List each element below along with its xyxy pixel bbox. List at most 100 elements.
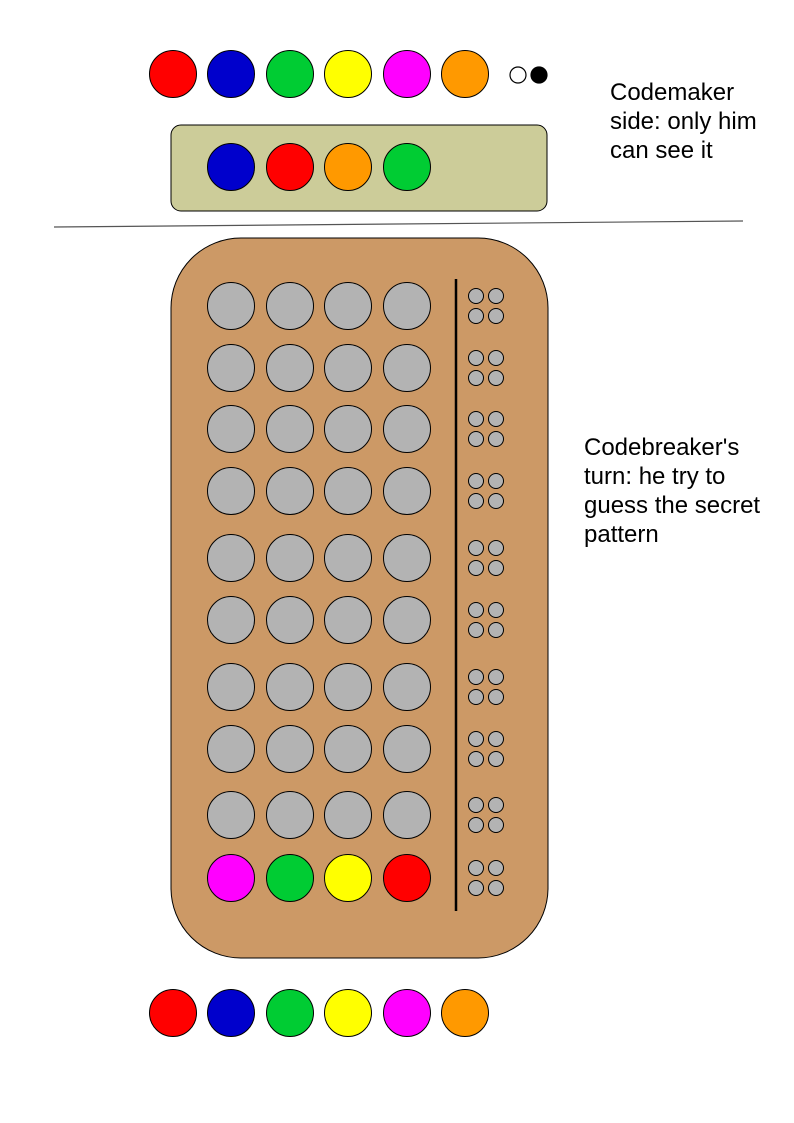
feedback-hole — [468, 669, 484, 685]
guess-row — [207, 854, 504, 902]
game-board — [170, 237, 549, 959]
palette-peg-orange — [441, 50, 489, 98]
palette-top — [149, 50, 489, 98]
palette-peg-yellow — [324, 50, 372, 98]
peg-hole — [266, 725, 314, 773]
feedback-hole — [468, 308, 484, 324]
peg-hole — [324, 282, 372, 330]
palette-peg-orange — [441, 989, 489, 1037]
feedback-hole — [488, 431, 504, 447]
guess-peg-yellow — [324, 854, 372, 902]
secret-peg-blue — [207, 143, 255, 191]
palette-peg-green — [266, 989, 314, 1037]
peg-hole — [383, 405, 431, 453]
feedback-hole — [468, 797, 484, 813]
feedback-hole — [488, 751, 504, 767]
peg-hole — [383, 282, 431, 330]
peg-hole — [324, 791, 372, 839]
feedback-hole — [488, 817, 504, 833]
board-rows — [207, 282, 504, 902]
peg-hole — [266, 791, 314, 839]
guess-peg-green — [266, 854, 314, 902]
peg-hole — [207, 405, 255, 453]
palette-peg-yellow — [324, 989, 372, 1037]
feedback-hole — [488, 473, 504, 489]
peg-hole — [266, 282, 314, 330]
guess-row — [207, 344, 504, 392]
feedback-hole — [468, 860, 484, 876]
peg-hole — [266, 663, 314, 711]
guess-peg-magenta — [207, 854, 255, 902]
feedback-hole — [488, 622, 504, 638]
guess-row — [207, 534, 504, 582]
secret-peg-orange — [324, 143, 372, 191]
feedback-hole — [488, 880, 504, 896]
peg-hole — [383, 791, 431, 839]
feedback-hole — [488, 731, 504, 747]
palette-peg-magenta — [383, 989, 431, 1037]
feedback-hole — [488, 669, 504, 685]
feedback-hole — [468, 751, 484, 767]
secret-peg-red — [266, 143, 314, 191]
palette-peg-green — [266, 50, 314, 98]
feedback-hole — [468, 602, 484, 618]
feedback-hole — [488, 797, 504, 813]
feedback-hole — [468, 880, 484, 896]
guess-row — [207, 282, 504, 330]
feedback-hole — [468, 431, 484, 447]
peg-hole — [207, 663, 255, 711]
feedback-hole — [488, 411, 504, 427]
palette-peg-blue — [207, 50, 255, 98]
feedback-hole — [468, 350, 484, 366]
feedback-hole — [488, 350, 504, 366]
peg-hole — [266, 344, 314, 392]
peg-hole — [383, 725, 431, 773]
peg-hole — [383, 344, 431, 392]
peg-hole — [266, 467, 314, 515]
feedback-hole — [468, 731, 484, 747]
key-peg-legend — [509, 66, 548, 84]
feedback-hole — [468, 493, 484, 509]
feedback-hole — [468, 817, 484, 833]
feedback-hole — [468, 370, 484, 386]
feedback-hole — [468, 622, 484, 638]
peg-hole — [324, 663, 372, 711]
peg-hole — [207, 725, 255, 773]
peg-hole — [383, 663, 431, 711]
peg-hole — [207, 534, 255, 582]
secret-peg-green — [383, 143, 431, 191]
palette-bottom — [149, 989, 489, 1037]
feedback-hole — [488, 540, 504, 556]
feedback-hole — [468, 288, 484, 304]
feedback-hole — [488, 602, 504, 618]
guess-row — [207, 405, 504, 453]
peg-hole — [324, 344, 372, 392]
palette-peg-red — [149, 989, 197, 1037]
peg-hole — [324, 596, 372, 644]
feedback-hole — [488, 860, 504, 876]
feedback-hole — [488, 308, 504, 324]
feedback-hole — [468, 560, 484, 576]
peg-hole — [383, 534, 431, 582]
peg-hole — [207, 596, 255, 644]
codemaker-label: Codemaker side: only him can see it — [610, 79, 757, 164]
peg-hole — [207, 282, 255, 330]
peg-hole — [324, 725, 372, 773]
palette-peg-red — [149, 50, 197, 98]
codebreaker-label: Codebreaker's turn: he try to guess the … — [584, 434, 761, 548]
palette-peg-blue — [207, 989, 255, 1037]
guess-row — [207, 791, 504, 839]
guess-row — [207, 663, 504, 711]
guess-row — [207, 596, 504, 644]
peg-hole — [266, 405, 314, 453]
feedback-hole — [468, 411, 484, 427]
guess-row — [207, 725, 504, 773]
peg-hole — [207, 344, 255, 392]
palette-peg-magenta — [383, 50, 431, 98]
feedback-hole — [468, 540, 484, 556]
peg-hole — [207, 791, 255, 839]
peg-hole — [383, 467, 431, 515]
key-peg-black — [530, 66, 548, 84]
peg-hole — [266, 596, 314, 644]
